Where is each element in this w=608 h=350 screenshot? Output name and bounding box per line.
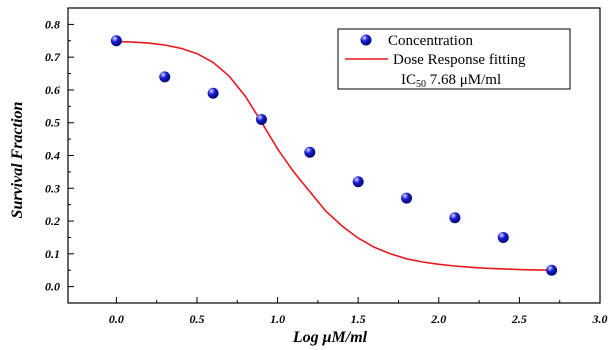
ic50-prefix: IC: [401, 72, 416, 88]
x-tick-label: 0.5: [189, 312, 204, 326]
y-tick-label: 0.8: [45, 17, 60, 31]
data-point: [159, 71, 171, 83]
y-tick-label: 0.4: [45, 149, 60, 163]
y-axis-title: Survival Fraction: [9, 101, 26, 218]
legend-label-dose-response: Dose Response fitting: [393, 52, 526, 68]
x-tick-label: 3.0: [592, 312, 608, 326]
ic50-annotation: IC50 7.68 μM/ml: [401, 72, 501, 90]
data-point: [497, 231, 509, 243]
y-tick-label: 0.3: [45, 181, 60, 195]
y-tick-label: 0.1: [45, 247, 60, 261]
legend: Concentration Dose Response fitting IC50…: [337, 28, 571, 90]
points-layer: [110, 35, 558, 276]
y-tick-label: 0.7: [45, 50, 61, 64]
data-point: [546, 264, 558, 276]
fit-line-layer: [116, 40, 552, 271]
x-tick-label: 1.0: [270, 312, 285, 326]
data-point: [449, 212, 461, 224]
data-point: [207, 87, 219, 99]
y-tick-label: 0.0: [45, 280, 60, 294]
x-tick-label: 0.0: [109, 312, 124, 326]
y-tick-label: 0.2: [45, 214, 60, 228]
data-point: [352, 176, 364, 188]
legend-label-concentration: Concentration: [388, 33, 473, 49]
data-point: [401, 192, 413, 204]
legend-marker-concentration: [360, 34, 372, 46]
y-tick-label: 0.6: [45, 83, 60, 97]
data-point: [110, 35, 122, 47]
x-tick-label: 2.5: [511, 312, 527, 326]
data-point: [255, 113, 267, 125]
x-axis-title: Log μM/ml: [292, 329, 368, 346]
dose-response-fit-line: [116, 40, 552, 271]
x-tick-label: 2.0: [430, 312, 446, 326]
x-tick-label: 1.5: [351, 312, 366, 326]
ticks: 0.0 0.5 1.0 1.5 2.0 2.5 3.0 0.0 0.1 0.2 0.3 0.4 0.5 0…: [45, 17, 608, 326]
y-tick-label: 0.5: [45, 116, 60, 130]
ic50-value: 7.68 μM/ml: [426, 72, 501, 88]
ic50-subscript: 50: [416, 79, 426, 90]
legend-point-marker: [360, 34, 372, 46]
data-point: [304, 146, 316, 158]
